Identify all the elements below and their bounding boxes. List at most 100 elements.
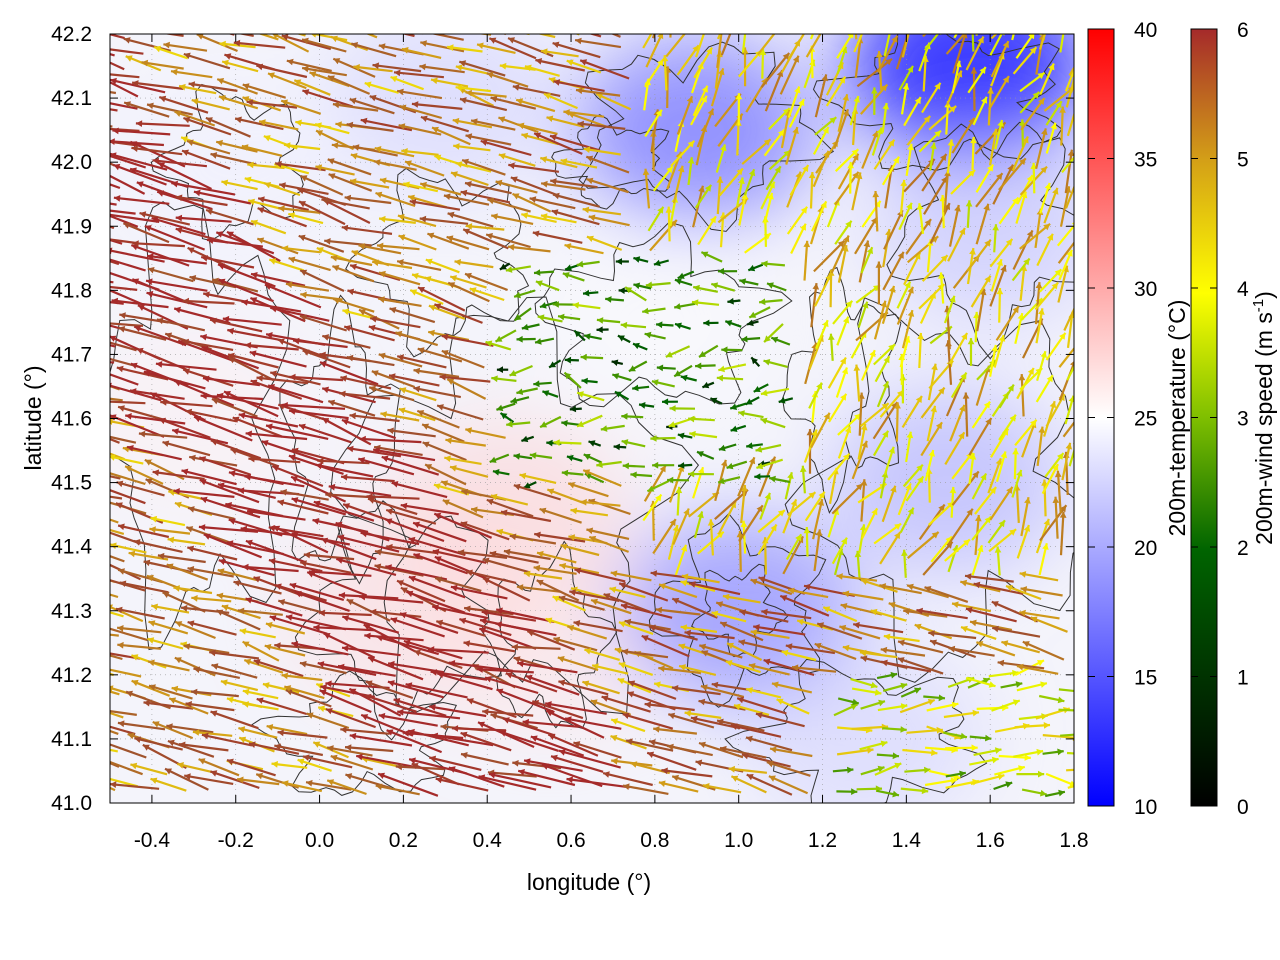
wind-vector <box>989 264 1007 307</box>
wind-vector <box>110 301 124 305</box>
wind-vector-head <box>704 184 712 192</box>
wind-vector <box>209 651 260 660</box>
wind-vector <box>992 626 1041 638</box>
wind-vector <box>666 66 669 109</box>
wind-vector-head <box>68 313 75 320</box>
wind-vector-head <box>814 642 822 650</box>
wind-vector <box>185 409 237 423</box>
wind-vector <box>829 269 833 308</box>
wind-vector <box>644 702 695 712</box>
wind-vector <box>1054 496 1059 539</box>
wind-vector-head <box>340 726 347 734</box>
wind-vector <box>110 783 160 790</box>
wind-vector <box>367 656 424 681</box>
wind-vector <box>376 635 439 656</box>
wind-vector <box>424 463 467 486</box>
wind-vector <box>238 413 299 428</box>
wind-vector-head <box>122 20 129 27</box>
wind-vector-head <box>184 19 191 25</box>
wind-vector-head <box>505 672 513 679</box>
wind-vector <box>419 65 465 74</box>
wind-vector <box>880 660 932 673</box>
wind-vector-head <box>284 685 292 692</box>
wind-vector <box>714 488 749 521</box>
wind-vector <box>188 82 238 92</box>
y-tick-label: 41.4 <box>51 536 92 559</box>
wind-vector <box>859 651 898 659</box>
wind-vector-head <box>930 405 937 413</box>
wind-vector-head <box>101 666 108 673</box>
wind-vector-head <box>198 758 206 765</box>
wind-vector-head <box>1018 765 1025 772</box>
wind-vector <box>281 674 323 682</box>
wind-vector <box>495 608 555 624</box>
wind-vector-head <box>630 471 637 479</box>
wind-vector-head <box>653 726 660 733</box>
wind-vector-head <box>945 541 953 549</box>
wind-vector-head <box>803 240 811 248</box>
wind-vector-head <box>378 772 385 779</box>
wind-vector-head <box>573 620 581 627</box>
wind-vector <box>428 304 466 320</box>
wind-vector-head <box>586 155 594 162</box>
wind-vector-head <box>655 109 662 117</box>
wind-vector <box>183 644 230 654</box>
wind-vector <box>488 772 552 789</box>
wind-vector <box>665 34 686 58</box>
wind-vector-head <box>756 505 763 513</box>
wind-vector-head <box>241 299 249 306</box>
wind-vector-head <box>540 421 548 428</box>
wind-vector-head <box>389 373 396 380</box>
wind-vector-head <box>569 405 577 413</box>
wind-vector-head <box>465 89 472 97</box>
wind-vector <box>557 656 599 672</box>
wind-vector-head <box>358 457 366 464</box>
wind-vector <box>110 729 119 735</box>
wind-vector <box>168 490 206 501</box>
wind-vector-head <box>613 443 620 451</box>
wind-vector-head <box>313 500 321 507</box>
wind-vector <box>836 574 878 582</box>
wind-vector <box>833 108 850 150</box>
wind-vector-head <box>93 526 100 532</box>
wind-vector <box>1061 442 1072 481</box>
wind-vector-head <box>709 216 716 224</box>
wind-vector-head <box>339 390 346 398</box>
wind-vector <box>464 181 512 195</box>
wind-vector-head <box>674 278 682 285</box>
wind-vector <box>205 116 251 138</box>
wind-vector-head <box>211 398 219 405</box>
wind-vector-head <box>534 531 541 539</box>
wind-vector-head <box>720 745 727 753</box>
x-tick-label: 1.8 <box>1059 829 1088 852</box>
wind-vector <box>1063 306 1074 331</box>
wind-vector-head <box>869 350 876 358</box>
wind-vector-head <box>1037 660 1044 667</box>
wind-vector-head <box>1026 230 1033 238</box>
wind-vector <box>110 489 146 505</box>
wind-vector-head <box>855 172 863 180</box>
wind-vector-head <box>240 525 248 533</box>
wind-vector-head <box>397 708 404 716</box>
wind-vector-head <box>489 37 497 44</box>
wind-vector-head <box>306 779 313 787</box>
wind-vector-head <box>327 745 334 752</box>
wind-vector-head <box>860 655 868 662</box>
wind-vector <box>242 83 286 99</box>
wind-vector <box>285 615 347 631</box>
wind-vector <box>1021 420 1037 458</box>
wind-vector-head <box>364 693 372 701</box>
wind-vector <box>412 521 467 543</box>
wind-vector <box>348 687 402 717</box>
wind-vector <box>388 374 440 387</box>
wind-vector-head <box>591 598 598 606</box>
wind-vector-head <box>763 139 771 146</box>
wind-vector <box>165 10 214 29</box>
wind-vector-head <box>514 291 521 299</box>
wind-vector <box>270 306 330 322</box>
wind-vector <box>128 551 169 561</box>
y-axis: 41.041.141.241.341.441.541.641.741.841.9… <box>51 23 1074 815</box>
wind-vector-head <box>853 621 860 629</box>
wind-vector-head <box>513 453 521 460</box>
